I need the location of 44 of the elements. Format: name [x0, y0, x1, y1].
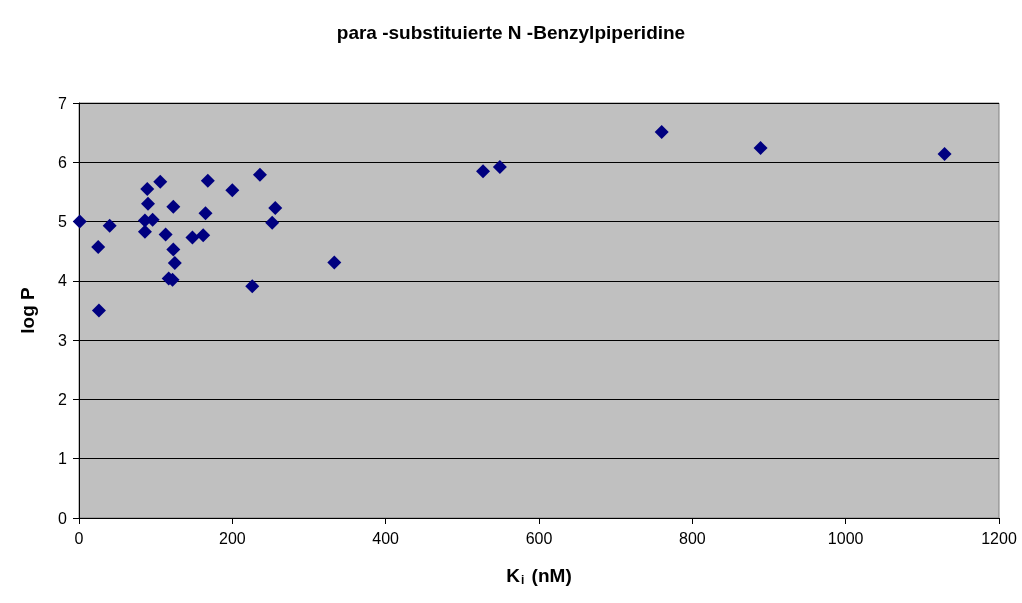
point	[654, 125, 669, 140]
point	[937, 146, 952, 161]
point	[166, 199, 181, 214]
point	[166, 242, 181, 257]
point	[141, 196, 155, 211]
point	[252, 167, 267, 182]
y-tick-label: 3	[58, 331, 68, 349]
y-tick-label: 2	[58, 390, 68, 408]
chart-title: para -substituierte N -Benzylpiperidine	[336, 22, 686, 43]
point	[753, 141, 768, 156]
y-axis-title: log P	[17, 286, 38, 334]
x-tick-label: 0	[74, 529, 84, 547]
y-tick-label: 0	[58, 509, 68, 527]
point	[167, 256, 182, 271]
point	[72, 214, 87, 229]
y-tick-label: 4	[58, 272, 68, 290]
x-tick-label: 600	[525, 529, 553, 547]
point	[198, 206, 213, 221]
point	[245, 279, 260, 294]
y-tick-label: 1	[58, 450, 68, 468]
x-tick-label: 800	[678, 529, 706, 547]
point	[140, 181, 155, 196]
point	[327, 255, 342, 270]
x-tick-label: 400	[372, 529, 400, 547]
point	[492, 160, 507, 175]
point	[200, 173, 215, 188]
y-tick-label: 6	[58, 153, 68, 171]
point	[476, 164, 491, 179]
y-tick-label: 5	[58, 213, 68, 231]
point	[196, 228, 211, 243]
point	[102, 218, 117, 233]
x-tick-label: 200	[218, 529, 246, 547]
point	[153, 174, 168, 189]
point	[91, 303, 106, 318]
point	[137, 224, 152, 239]
point	[265, 215, 280, 230]
x-tick-label: 1200	[981, 529, 1017, 547]
point	[225, 183, 240, 198]
point	[91, 240, 106, 255]
point	[185, 230, 200, 245]
y-tick-label: 7	[58, 94, 68, 112]
point	[268, 200, 283, 215]
x-tick-label: 1000	[827, 529, 864, 547]
point	[158, 227, 173, 242]
